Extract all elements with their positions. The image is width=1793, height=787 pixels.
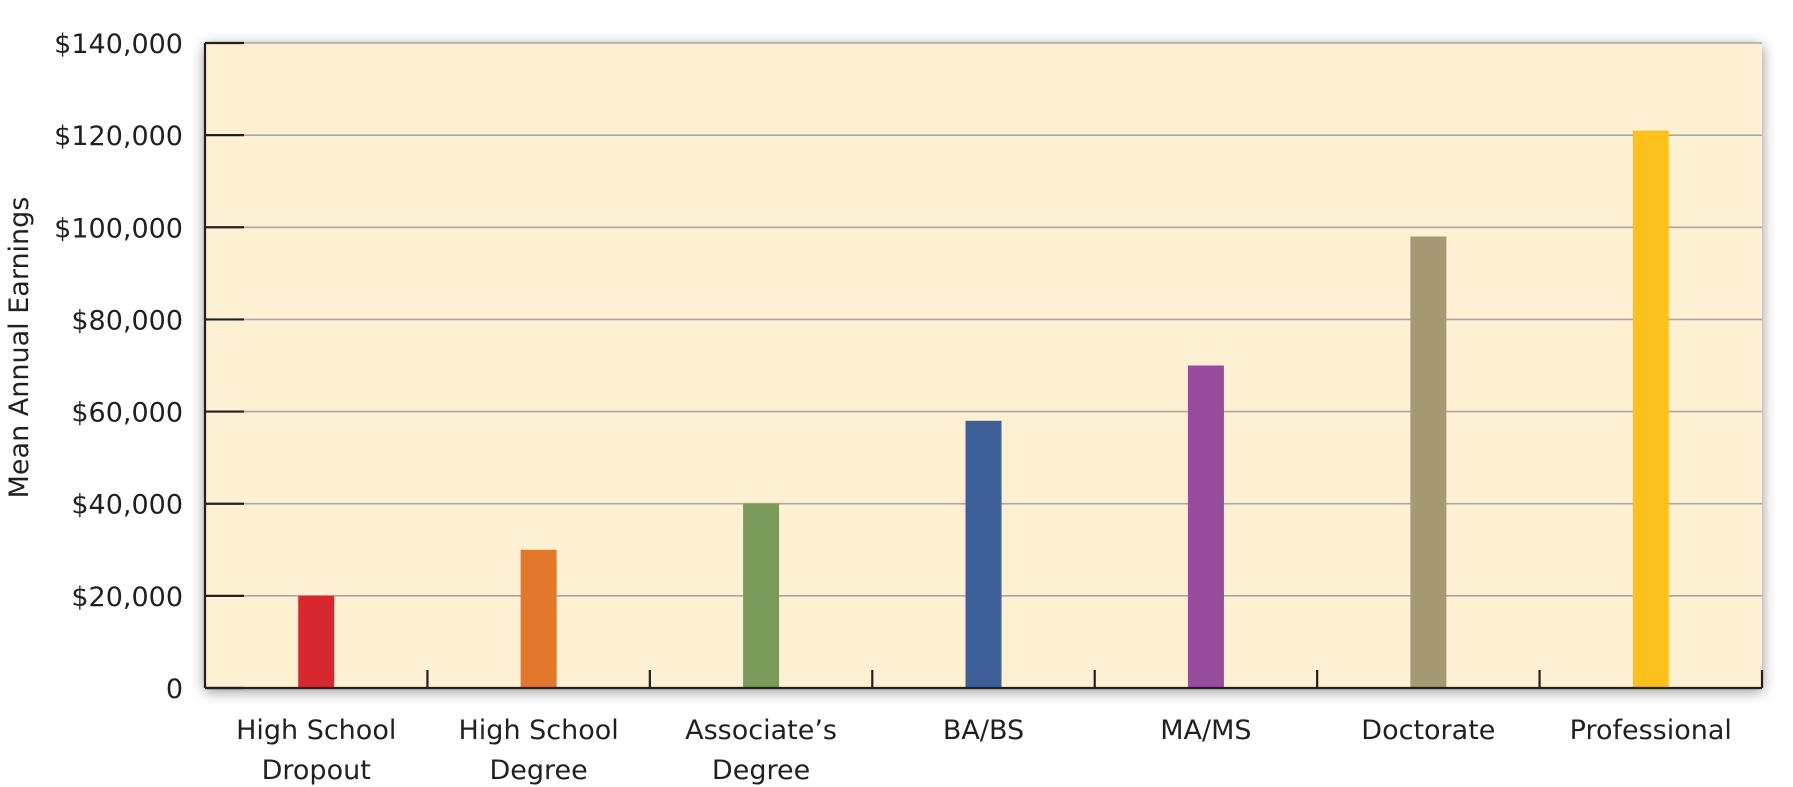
y-tick-label: $80,000 <box>71 305 183 336</box>
bar <box>1410 236 1447 688</box>
x-category-label: Doctorate <box>1361 715 1495 746</box>
bar <box>520 549 557 688</box>
y-tick-label: $20,000 <box>71 582 183 613</box>
x-category-labels: High School Dropout High School Degree Assoc… <box>236 715 1732 786</box>
axes <box>203 41 1764 690</box>
y-tick-label: $60,000 <box>71 398 183 429</box>
y-axis-title: Mean Annual Earnings <box>4 197 35 499</box>
bar <box>1187 365 1224 688</box>
y-tick-label: $140,000 <box>54 29 183 60</box>
x-category-label: BA/BS <box>943 715 1024 746</box>
bar <box>1632 130 1669 689</box>
x-category-label: MA/MS <box>1160 715 1251 746</box>
bar <box>298 595 335 688</box>
x-category-label: Dropout <box>262 755 371 786</box>
bars <box>298 130 1669 689</box>
x-category-label: Degree <box>712 755 810 786</box>
x-category-label: Degree <box>490 755 588 786</box>
x-category-label: Professional <box>1570 715 1732 746</box>
y-tick-label: $40,000 <box>71 490 183 521</box>
bar <box>965 420 1002 688</box>
y-tick-labels: 0 $20,000 $40,000 $60,000 $80,000 $100,000 $12… <box>54 29 183 705</box>
bar <box>743 503 780 688</box>
y-tick-label: $100,000 <box>54 213 183 244</box>
x-category-label: Associate’s <box>685 715 837 746</box>
x-category-label: High School <box>236 715 396 746</box>
y-tick-label: 0 <box>166 674 183 705</box>
x-category-label: High School <box>459 715 619 746</box>
y-tick-label: $120,000 <box>54 121 183 152</box>
